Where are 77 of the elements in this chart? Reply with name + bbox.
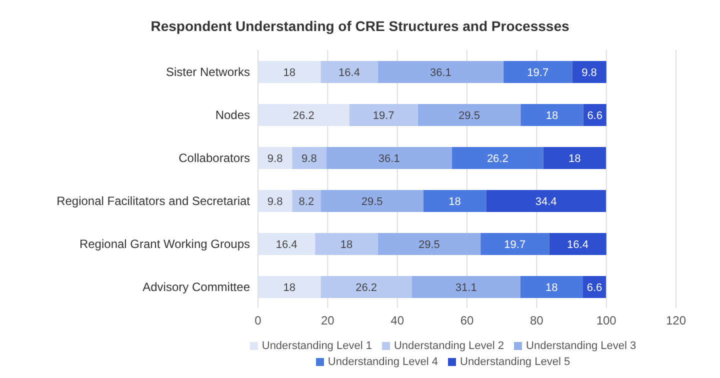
data-label: 29.5 xyxy=(361,196,383,208)
bar xyxy=(480,233,550,255)
data-label: 18 xyxy=(568,152,581,165)
data-label: 36.1 xyxy=(378,152,400,165)
data-label: 19.7 xyxy=(504,238,526,251)
data-label: 18 xyxy=(448,196,461,208)
bar xyxy=(258,190,292,212)
y-tick-label: Nodes xyxy=(215,108,250,122)
bar xyxy=(418,104,521,126)
data-label: 18 xyxy=(546,282,558,294)
data-label: 6.6 xyxy=(586,282,602,294)
x-tick-label: 120 xyxy=(666,314,686,328)
data-label: 19.7 xyxy=(527,66,549,79)
bar xyxy=(423,190,486,212)
data-label: 26.2 xyxy=(356,282,378,294)
data-label: 29.5 xyxy=(458,110,480,122)
data-label: 26.2 xyxy=(292,110,314,122)
data-label: 9.8 xyxy=(582,66,597,79)
data-label: 18 xyxy=(283,282,296,294)
x-tick-label: 100 xyxy=(596,314,617,328)
data-label: 18 xyxy=(546,110,558,122)
bar xyxy=(504,61,572,83)
data-label: 36.1 xyxy=(430,66,452,79)
x-tick-label: 60 xyxy=(460,314,474,328)
bar xyxy=(320,190,424,212)
x-tick-label: 0 xyxy=(254,314,262,328)
bar xyxy=(378,233,481,255)
chart-title: Respondent Understanding of CRE Structures and Processses xyxy=(150,17,570,36)
data-label: 18 xyxy=(283,66,296,79)
data-label: 16.4 xyxy=(338,66,360,79)
bar xyxy=(549,233,606,255)
bar xyxy=(520,104,584,126)
data-label: 9.8 xyxy=(302,152,317,165)
bar xyxy=(378,61,504,83)
legend-label: Understanding Level 4 xyxy=(328,356,438,368)
x-tick-label: 40 xyxy=(390,314,404,328)
bar xyxy=(452,147,544,169)
y-tick-label: Collaborators xyxy=(178,150,250,165)
data-label: 16.4 xyxy=(276,238,298,251)
bar xyxy=(520,276,583,298)
data-label: 16.4 xyxy=(567,238,588,251)
data-label: 31.1 xyxy=(455,282,477,294)
y-tick-label: Sister Networks xyxy=(166,64,250,79)
bar xyxy=(258,61,321,83)
data-label: 9.8 xyxy=(267,196,283,208)
data-label: 6.6 xyxy=(587,110,602,122)
legend-label: Understanding Level 2 xyxy=(394,340,504,352)
y-tick-label: Regional Grant Working Groups xyxy=(79,236,250,251)
data-label: 19.7 xyxy=(372,110,394,122)
data-label: 29.5 xyxy=(418,238,440,251)
data-label: 26.2 xyxy=(486,152,508,165)
bar xyxy=(320,276,412,298)
bar xyxy=(326,147,452,169)
bar xyxy=(543,147,606,169)
bar xyxy=(320,61,378,83)
bar xyxy=(292,147,326,169)
bar xyxy=(258,276,321,298)
data-label: 9.8 xyxy=(267,152,283,165)
legend-label: Understanding Level 1 xyxy=(262,340,372,352)
data-label: 34.4 xyxy=(535,196,557,208)
bar xyxy=(292,190,321,212)
bar xyxy=(349,104,418,126)
y-tick-label: Regional Facilitators and Secretariat xyxy=(56,194,251,208)
data-label: 18 xyxy=(340,238,353,251)
bar xyxy=(412,276,520,298)
bar xyxy=(572,61,606,83)
legend-label: Understanding Level 3 xyxy=(526,340,636,352)
y-tick-label: Advisory Committee xyxy=(142,280,250,294)
legend-label: Understanding Level 5 xyxy=(460,356,570,368)
bar xyxy=(315,233,378,255)
bar xyxy=(258,104,350,126)
bar xyxy=(258,147,292,169)
x-tick-label: 80 xyxy=(530,314,544,328)
data-label: 8.2 xyxy=(298,196,314,208)
bar xyxy=(258,233,316,255)
x-tick-label: 20 xyxy=(320,314,335,328)
bar xyxy=(486,190,606,212)
